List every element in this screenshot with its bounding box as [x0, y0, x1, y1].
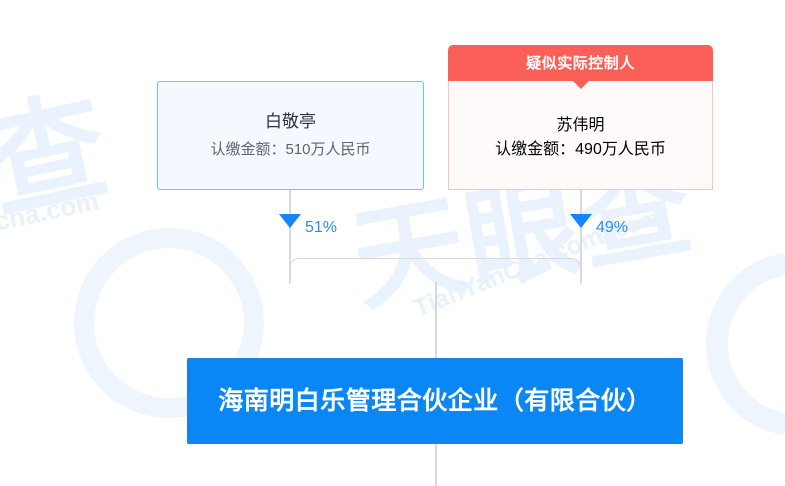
shareholder-name-1: 白敬亭: [265, 112, 316, 132]
shareholder-card-2[interactable]: 疑似实际控制人 苏伟明 认缴金额：490万人民币: [448, 45, 713, 190]
shareholder-subscription-1: 认缴金额：510万人民币: [210, 140, 371, 158]
shareholder-subscription-2: 认缴金额：490万人民币: [495, 141, 666, 158]
actual-controller-badge: 疑似实际控制人: [448, 45, 713, 89]
shareholder-name-2: 苏伟明: [556, 117, 605, 134]
badge-notch-icon: [571, 80, 590, 89]
company-name: 海南明白乐管理合伙企业（有限合伙）: [218, 386, 652, 415]
shareholder-card-1[interactable]: 白敬亭 认缴金额：510万人民币: [157, 81, 424, 190]
shareholder-card-2-body: 苏伟明 认缴金额：490万人民币: [448, 81, 713, 190]
company-node[interactable]: 海南明白乐管理合伙企业（有限合伙）: [187, 358, 683, 444]
actual-controller-badge-label: 疑似实际控制人: [526, 54, 635, 72]
